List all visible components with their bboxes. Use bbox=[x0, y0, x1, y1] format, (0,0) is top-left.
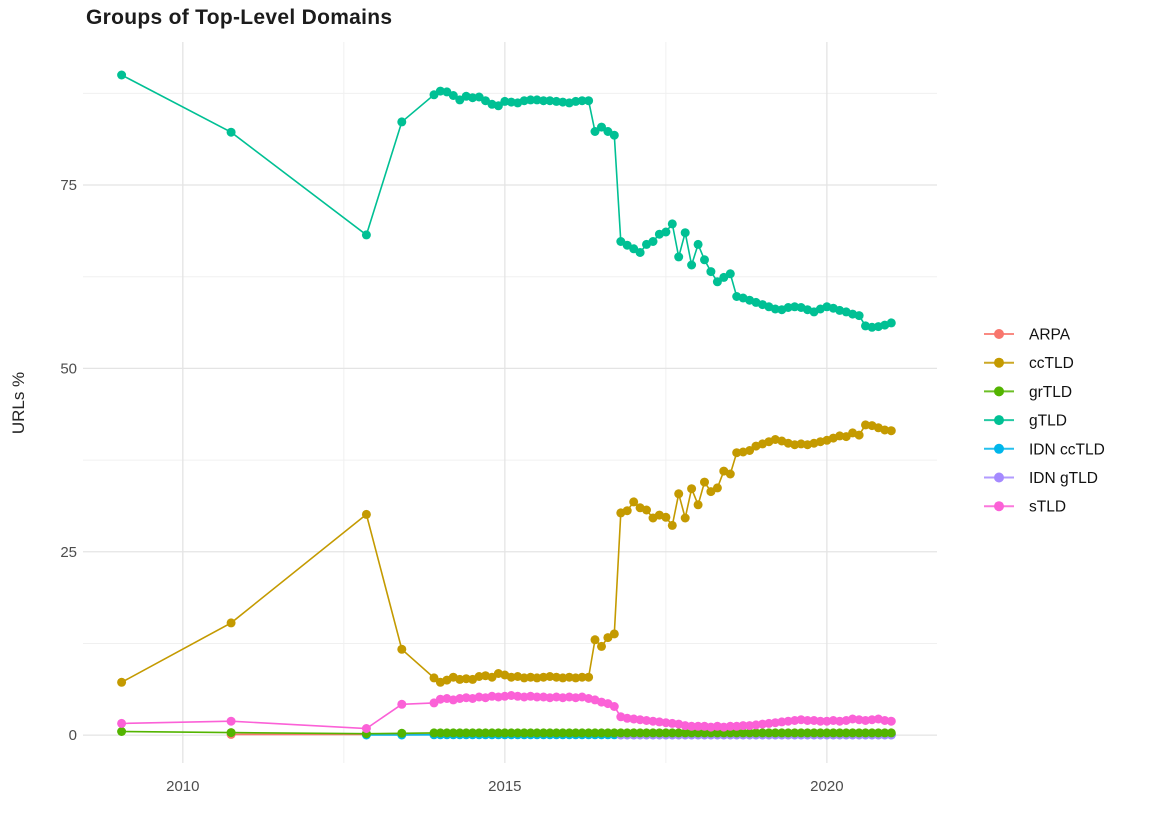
data-point bbox=[661, 228, 670, 237]
data-point bbox=[227, 728, 236, 737]
data-point bbox=[117, 71, 126, 80]
data-point bbox=[649, 237, 658, 246]
data-point bbox=[687, 261, 696, 270]
x-tick-label: 2010 bbox=[166, 778, 199, 795]
data-point bbox=[706, 267, 715, 276]
legend-key-dot bbox=[994, 415, 1004, 425]
legend-item-stld: sTLD bbox=[984, 499, 1066, 516]
legend-item-cctld: ccTLD bbox=[984, 355, 1074, 372]
legend-key-dot bbox=[994, 444, 1004, 454]
series-stld bbox=[117, 691, 896, 733]
legend-label: IDN gTLD bbox=[1029, 470, 1098, 487]
data-point bbox=[700, 478, 709, 487]
legend-item-idn-cctld: IDN ccTLD bbox=[984, 441, 1105, 458]
y-axis-title: URLs % bbox=[9, 372, 28, 434]
data-point bbox=[636, 248, 645, 257]
legend-label: sTLD bbox=[1029, 499, 1066, 516]
legend-key-dot bbox=[994, 329, 1004, 339]
data-point bbox=[610, 131, 619, 140]
data-point bbox=[117, 719, 126, 728]
data-point bbox=[713, 483, 722, 492]
legend-item-idn-gtld: IDN gTLD bbox=[984, 470, 1098, 487]
legend-item-arpa: ARPA bbox=[984, 327, 1071, 344]
data-point bbox=[584, 673, 593, 682]
data-point bbox=[642, 506, 651, 515]
legend-key-dot bbox=[994, 386, 1004, 396]
data-point bbox=[887, 728, 896, 737]
data-point bbox=[855, 311, 864, 320]
x-tick-label: 2015 bbox=[488, 778, 521, 795]
data-point bbox=[674, 252, 683, 261]
legend-label: ARPA bbox=[1029, 327, 1071, 344]
data-point bbox=[597, 642, 606, 651]
data-point bbox=[117, 678, 126, 687]
data-point bbox=[694, 500, 703, 509]
legend-label: IDN ccTLD bbox=[1029, 441, 1105, 458]
legend-key-dot bbox=[994, 358, 1004, 368]
legend-key-dot bbox=[994, 473, 1004, 483]
data-point bbox=[726, 470, 735, 479]
grid-major bbox=[83, 42, 937, 763]
data-point bbox=[681, 228, 690, 237]
data-point bbox=[887, 717, 896, 726]
data-point bbox=[668, 521, 677, 530]
data-point bbox=[610, 702, 619, 711]
data-point bbox=[610, 629, 619, 638]
grid-minor bbox=[83, 42, 937, 763]
data-point bbox=[687, 484, 696, 493]
series-gtld bbox=[117, 71, 896, 332]
legend-key-dot bbox=[994, 501, 1004, 511]
data-point bbox=[362, 230, 371, 239]
data-point bbox=[362, 724, 371, 733]
data-point bbox=[227, 717, 236, 726]
y-tick-label: 0 bbox=[69, 727, 77, 744]
data-point bbox=[397, 117, 406, 126]
data-point bbox=[591, 635, 600, 644]
legend-label: gTLD bbox=[1029, 413, 1067, 430]
data-point bbox=[397, 645, 406, 654]
legend-label: ccTLD bbox=[1029, 355, 1074, 372]
x-tick-label: 2020 bbox=[810, 778, 843, 795]
data-point bbox=[397, 700, 406, 709]
data-point bbox=[674, 489, 683, 498]
data-point bbox=[227, 618, 236, 627]
data-point bbox=[362, 510, 371, 519]
data-point bbox=[227, 128, 236, 137]
data-point bbox=[623, 506, 632, 515]
series-line bbox=[122, 75, 892, 327]
data-point bbox=[584, 96, 593, 105]
data-point bbox=[661, 513, 670, 522]
data-point bbox=[681, 514, 690, 523]
legend-label: grTLD bbox=[1029, 384, 1072, 401]
data-point bbox=[694, 240, 703, 249]
data-point bbox=[117, 727, 126, 736]
y-tick-label: 25 bbox=[60, 544, 77, 561]
legend-item-gtld: gTLD bbox=[984, 413, 1067, 430]
legend: ARPA ccTLD grTLD gTLD IDN ccTLD IDN gTLD sTLD bbox=[984, 327, 1105, 516]
y-tick-label: 50 bbox=[60, 360, 77, 377]
data-point bbox=[700, 255, 709, 264]
data-point bbox=[726, 269, 735, 278]
data-point bbox=[397, 729, 406, 738]
legend-item-grtld: grTLD bbox=[984, 384, 1072, 401]
data-point bbox=[668, 219, 677, 228]
y-tick-label: 75 bbox=[60, 177, 77, 194]
data-point bbox=[887, 426, 896, 435]
chart-title: Groups of Top-Level Domains bbox=[86, 6, 392, 30]
data-point bbox=[855, 431, 864, 440]
data-point bbox=[887, 318, 896, 327]
